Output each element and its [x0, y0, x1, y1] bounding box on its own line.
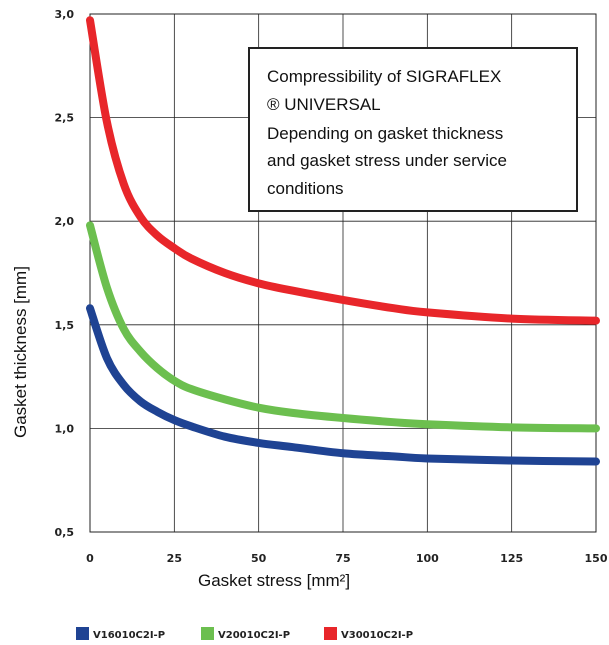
y-tick-labels: 0,5 1,0 1,5 2,0 2,5 3,0: [55, 8, 75, 539]
x-tick-label: 75: [335, 552, 350, 565]
annotation-line-3: Depending on gasket thickness: [267, 124, 503, 143]
legend-swatch-1: [76, 627, 89, 640]
x-axis-label: Gasket stress [mm²]: [198, 571, 350, 590]
annotation-line-1: Compressibility of SIGRAFLEX: [267, 67, 501, 86]
legend-swatch-3: [324, 627, 337, 640]
x-tick-label: 25: [167, 552, 182, 565]
plot-frame: [89, 13, 597, 533]
annotation-line-5: conditions: [267, 179, 344, 198]
x-tick-labels: 0 25 50 75 100 125 150: [86, 552, 608, 565]
legend-swatch-2: [201, 627, 214, 640]
y-axis-label: Gasket thickness [mm]: [11, 266, 30, 438]
annotation-box: Compressibility of SIGRAFLEX ® UNIVERSAL…: [248, 47, 578, 212]
x-tick-label: 150: [585, 552, 608, 565]
y-tick-label: 3,0: [55, 8, 75, 21]
annotation-line-4: and gasket stress under service: [267, 151, 507, 170]
legend-label-2: V20010C2I-P: [218, 630, 290, 641]
plot-area: [89, 13, 597, 533]
series-line-3: [86, 16, 600, 325]
annotation-line-2: ® UNIVERSAL: [267, 95, 381, 114]
annotation-frame: [248, 47, 578, 212]
x-tick-label: 0: [86, 552, 94, 565]
series-line-1: [86, 304, 600, 466]
y-tick-label: 2,5: [55, 112, 75, 125]
series-lines: [86, 16, 600, 466]
y-tick-label: 1,5: [55, 319, 75, 332]
x-tick-label: 50: [251, 552, 267, 565]
legend-label-1: V16010C2I-P: [93, 630, 165, 641]
legend-label-3: V30010C2I-P: [341, 630, 413, 641]
legend: V16010C2I-P V20010C2I-P V30010C2I-P: [76, 627, 413, 641]
y-tick-label: 0,5: [55, 526, 75, 539]
x-tick-label: 125: [500, 552, 523, 565]
y-tick-label: 2,0: [55, 215, 75, 228]
x-tick-label: 100: [416, 552, 439, 565]
series-line-2: [86, 221, 600, 433]
y-tick-label: 1,0: [55, 422, 75, 435]
